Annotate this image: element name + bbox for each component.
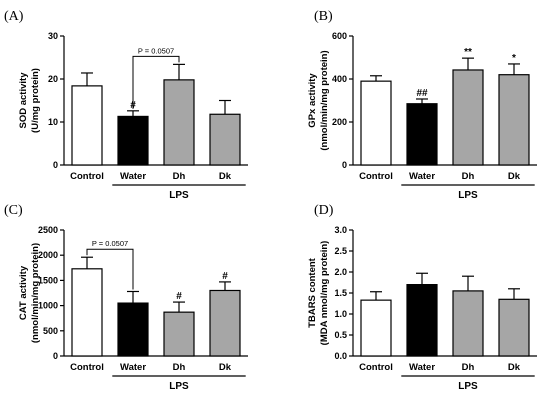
x-tick-label: Water: [120, 362, 146, 373]
y-tick-label: 1500: [38, 275, 58, 285]
bar-dh: [452, 290, 484, 357]
y-axis-label: SOD activity(U/mg protein): [18, 68, 41, 133]
y-tick-label: 0: [53, 351, 58, 361]
significance-mark: **: [464, 47, 472, 58]
bar-control: [360, 299, 392, 357]
y-axis-label-line: (U/mg protein): [30, 68, 41, 133]
y-axis-label-line: TBARS content: [307, 257, 318, 328]
y-tick-label: 1.5: [334, 288, 347, 298]
y-tick-label: 2500: [38, 225, 58, 235]
y-tick-label: 3.0: [334, 225, 347, 235]
x-tick-label: Dh: [462, 171, 475, 182]
x-tick-label: Control: [359, 362, 393, 373]
x-tick-label: Control: [359, 171, 393, 182]
y-tick-label: 2000: [38, 250, 58, 260]
bar-dh: [163, 79, 195, 166]
y-axis-label-line: (MDA nmol/mg protein): [319, 241, 330, 346]
y-axis-label-line: CAT activity: [18, 265, 29, 320]
significance-mark: *: [512, 53, 516, 64]
bar-control: [71, 268, 103, 357]
chart-panel-4: (D) TBARS content(MDA nmol/mg protein) 0.0…: [307, 203, 537, 392]
bar-dk: [209, 113, 241, 166]
x-tick-label: Water: [120, 171, 146, 182]
y-tick-label: 0: [53, 160, 58, 170]
x-tick-label: Dh: [173, 171, 186, 182]
group-label: LPS: [169, 190, 189, 201]
bar-dk: [209, 289, 241, 357]
comparison-bracket: [86, 248, 134, 290]
y-axis-label: CAT activity(nmol/min/mg protein): [18, 243, 41, 343]
x-tick-label: Dk: [219, 362, 232, 373]
x-tick-label: Dh: [173, 362, 186, 373]
group-label: LPS: [458, 190, 478, 201]
y-axis-label-line: (nmol/min/mg protein): [319, 50, 330, 150]
y-tick-label: 30: [48, 31, 58, 41]
group-label: LPS: [458, 381, 478, 392]
panel-letter: (C): [4, 203, 23, 218]
x-tick-label: Water: [409, 362, 435, 373]
chart-panel-3: (C) CAT activity(nmol/min/mg protein) 0 500…: [4, 203, 248, 392]
y-tick-label: 1.0: [334, 309, 347, 319]
group-label: LPS: [169, 381, 189, 392]
significance-mark: #: [176, 291, 182, 302]
y-axis-label: GPx activity(nmol/min/mg protein): [307, 50, 330, 150]
y-tick-label: 200: [332, 117, 347, 127]
comparison-bracket: [132, 55, 180, 109]
bar-control: [360, 80, 392, 166]
x-tick-label: Dk: [508, 171, 521, 182]
y-tick-label: 1000: [38, 301, 58, 311]
y-tick-label: 400: [332, 74, 347, 84]
x-tick-label: Control: [70, 362, 104, 373]
x-tick-label: Control: [70, 171, 104, 182]
y-axis-label-line: (nmol/min/mg protein): [30, 243, 41, 343]
y-tick-label: 10: [48, 117, 58, 127]
bar-water: [406, 103, 438, 166]
p-value-label: P = 0.0507: [92, 239, 128, 248]
y-axis-label-line: GPx activity: [307, 73, 318, 128]
bar-dh: [163, 311, 195, 357]
bar-dh: [452, 69, 484, 166]
bar-water: [406, 284, 438, 357]
y-tick-label: 2.5: [334, 246, 347, 256]
chart-panel-2: (B) GPx activity(nmol/min/mg protein) 0 200…: [307, 9, 537, 201]
x-tick-label: Water: [409, 171, 435, 182]
panel-letter: (A): [4, 9, 24, 24]
y-tick-label: 600: [332, 31, 347, 41]
y-tick-label: 2.0: [334, 267, 347, 277]
p-value-label: P = 0.0507: [138, 46, 174, 55]
y-tick-label: 20: [48, 74, 58, 84]
y-axis-label-line: SOD activity: [18, 72, 29, 129]
panel-letter: (D): [314, 203, 334, 218]
bar-control: [71, 85, 103, 166]
significance-mark: #: [222, 271, 228, 282]
significance-mark: ##: [416, 88, 428, 99]
bar-water: [117, 302, 149, 357]
x-tick-label: Dh: [462, 362, 475, 373]
y-tick-label: 0.5: [334, 330, 347, 340]
bar-dk: [498, 298, 530, 357]
y-tick-label: 0: [342, 160, 347, 170]
bar-water: [117, 115, 149, 166]
chart-panel-1: (A) SOD activity(U/mg protein) 0 10 20 30 Cont…: [4, 9, 248, 201]
x-tick-label: Dk: [219, 171, 232, 182]
y-tick-label: 500: [43, 326, 58, 336]
bar-dk: [498, 74, 530, 166]
x-tick-label: Dk: [508, 362, 521, 373]
panel-letter: (B): [314, 9, 333, 24]
y-axis-label: TBARS content(MDA nmol/mg protein): [307, 241, 330, 346]
y-tick-label: 0.0: [334, 351, 347, 361]
